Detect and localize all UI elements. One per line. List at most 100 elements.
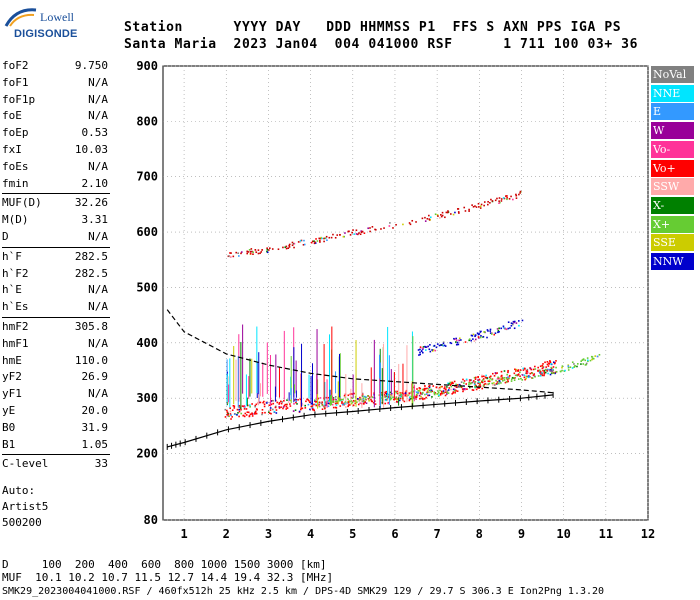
echo-point-multi <box>450 342 453 345</box>
echo-point-multi <box>473 340 476 342</box>
echo-point-x <box>380 393 383 396</box>
digisonde-logo: Lowell DIGISONDE <box>4 6 77 46</box>
echo-point-second-hop <box>464 210 467 212</box>
echo-point-second-hop <box>299 239 302 242</box>
echo-point-x <box>538 369 541 372</box>
echo-point-second-hop <box>421 217 424 220</box>
echo-point-o <box>231 409 234 412</box>
param-label: h`Es <box>2 300 29 314</box>
param-label: h`E <box>2 283 22 297</box>
echo-point-o <box>261 413 263 416</box>
echo-point-o <box>295 398 297 401</box>
echo-point-multi <box>474 338 477 341</box>
echo-point-second-hop <box>441 211 444 214</box>
echo-point-o <box>315 404 318 407</box>
echo-point-o <box>446 393 448 395</box>
echo-point-o <box>312 408 315 411</box>
echo-point-o <box>301 404 304 406</box>
param-label: foEp <box>2 126 29 140</box>
echo-point-second-hop <box>472 205 475 208</box>
echo-point-x <box>582 358 584 361</box>
echo-point-second-hop <box>321 237 323 240</box>
echo-point-multi <box>455 339 458 342</box>
echo-point-multi <box>418 354 420 356</box>
legend-item: Vo- <box>651 140 694 158</box>
echo-point-o <box>541 374 544 377</box>
echo-point-o <box>387 396 390 398</box>
echo-point-second-hop <box>254 249 257 252</box>
footer-info: SMK29_2023004041000.RSF / 460fx512h 25 k… <box>2 586 605 597</box>
echo-point-o <box>486 377 489 380</box>
echo-point-o <box>532 368 535 371</box>
echo-point-o <box>255 408 258 410</box>
x-tick-label: 4 <box>307 527 314 541</box>
echo-point-multi <box>443 344 446 347</box>
echo-point-o <box>332 406 335 409</box>
param-row: h`F 282.5 <box>2 249 108 265</box>
echo-point-x <box>344 403 346 405</box>
echo-point-o <box>343 394 346 397</box>
echo-point-x <box>550 366 553 369</box>
param-row: foF1p N/A <box>2 92 108 108</box>
echo-point-o <box>547 365 550 367</box>
echo-point-second-hop <box>506 196 508 199</box>
echo-point-second-hop <box>336 234 339 236</box>
echo-point-o <box>463 380 466 382</box>
echo-point-x <box>525 372 528 375</box>
legend-item: E <box>651 103 694 121</box>
echo-point-o <box>456 390 459 392</box>
echo-point-o <box>384 391 386 394</box>
param-row: foEp 0.53 <box>2 125 108 141</box>
echo-point-x <box>489 377 492 380</box>
echo-point-second-hop <box>303 239 305 242</box>
echo-point-x <box>335 400 337 403</box>
echo-point-o <box>293 403 295 405</box>
echo-point-x <box>591 356 594 358</box>
echo-point-x <box>526 371 529 374</box>
echo-point-x <box>580 360 583 362</box>
echo-point-second-hop <box>457 208 460 210</box>
echo-point-x <box>428 390 431 393</box>
echo-point-second-hop <box>319 237 322 240</box>
echo-point-o <box>297 398 299 401</box>
echo-point-o <box>361 393 364 396</box>
echo-point-o <box>474 378 477 380</box>
echo-point-o <box>245 408 248 410</box>
echo-point-x <box>425 393 428 395</box>
echo-point-o <box>479 383 481 386</box>
echo-point-o <box>384 402 387 405</box>
echo-point-o <box>286 407 289 409</box>
echo-point-second-hop <box>302 243 305 246</box>
echo-point-multi <box>441 344 443 346</box>
echo-point-o <box>363 403 365 405</box>
echo-point-multi <box>472 338 474 340</box>
param-value: N/A <box>88 75 108 89</box>
echo-point-second-hop <box>293 246 295 249</box>
echo-point-x <box>469 382 472 385</box>
echo-point-x <box>433 393 436 395</box>
echo-point-o <box>481 374 483 377</box>
echo-point-x <box>400 393 402 396</box>
echo-point-second-hop <box>229 252 231 254</box>
echo-point-o <box>541 364 544 367</box>
param-value: 33 <box>94 457 108 471</box>
echo-point-o <box>454 391 456 394</box>
echo-point-o <box>448 383 450 385</box>
param-label: foF2 <box>2 59 29 72</box>
echo-point-second-hop <box>510 195 512 198</box>
echo-point-o <box>233 407 236 409</box>
echo-point-o <box>385 390 388 393</box>
echo-point-o <box>449 384 452 387</box>
echo-point-multi <box>455 341 457 343</box>
echo-point-o <box>280 406 282 408</box>
echo-point-second-hop <box>299 241 301 243</box>
echo-point-multi <box>456 341 459 344</box>
echo-point-o <box>503 370 506 372</box>
echo-point-second-hop <box>380 228 382 230</box>
param-label: M(D) <box>2 213 29 227</box>
echo-point-o <box>249 406 251 408</box>
echo-point-x <box>598 353 601 356</box>
echo-point-second-hop <box>316 240 319 242</box>
echo-point-second-hop <box>351 231 354 234</box>
echo-point-o <box>426 390 429 392</box>
